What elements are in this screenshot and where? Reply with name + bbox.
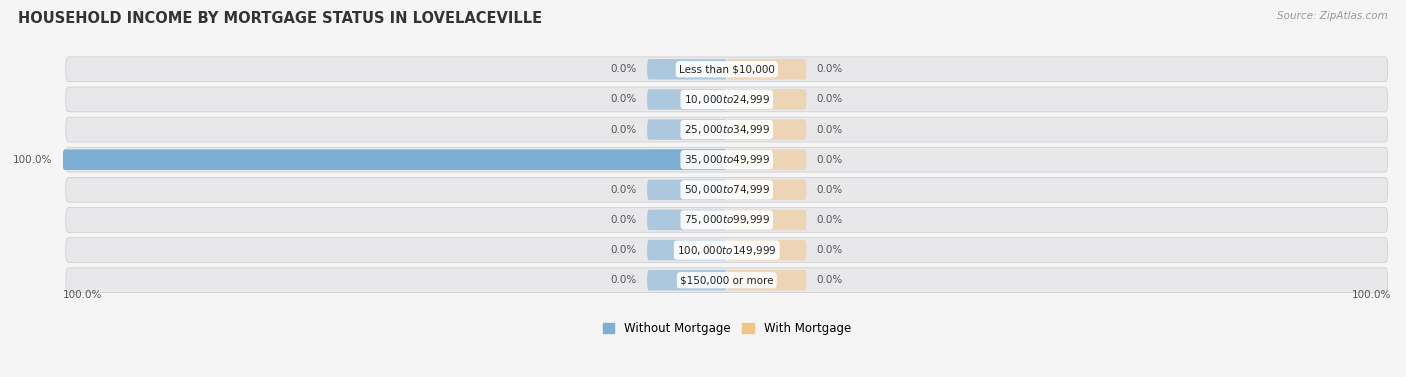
Text: $100,000 to $149,999: $100,000 to $149,999 <box>678 244 776 257</box>
Text: 0.0%: 0.0% <box>817 94 842 104</box>
Text: $35,000 to $49,999: $35,000 to $49,999 <box>683 153 770 166</box>
Text: $50,000 to $74,999: $50,000 to $74,999 <box>683 183 770 196</box>
FancyBboxPatch shape <box>62 149 727 170</box>
Text: 0.0%: 0.0% <box>817 64 842 74</box>
Text: 100.0%: 100.0% <box>62 290 101 300</box>
FancyBboxPatch shape <box>647 210 727 230</box>
Text: HOUSEHOLD INCOME BY MORTGAGE STATUS IN LOVELACEVILLE: HOUSEHOLD INCOME BY MORTGAGE STATUS IN L… <box>18 11 543 26</box>
Text: 0.0%: 0.0% <box>610 94 637 104</box>
Text: 100.0%: 100.0% <box>13 155 52 165</box>
FancyBboxPatch shape <box>647 59 727 80</box>
FancyBboxPatch shape <box>647 89 727 110</box>
FancyBboxPatch shape <box>66 57 1388 82</box>
FancyBboxPatch shape <box>727 210 807 230</box>
FancyBboxPatch shape <box>66 268 1388 293</box>
FancyBboxPatch shape <box>727 179 807 200</box>
Text: 100.0%: 100.0% <box>1351 290 1391 300</box>
FancyBboxPatch shape <box>647 270 727 290</box>
FancyBboxPatch shape <box>647 119 727 140</box>
Text: 0.0%: 0.0% <box>610 275 637 285</box>
FancyBboxPatch shape <box>66 238 1388 262</box>
Text: 0.0%: 0.0% <box>610 245 637 255</box>
FancyBboxPatch shape <box>66 87 1388 112</box>
Text: 0.0%: 0.0% <box>817 155 842 165</box>
Text: 0.0%: 0.0% <box>817 185 842 195</box>
FancyBboxPatch shape <box>647 179 727 200</box>
FancyBboxPatch shape <box>727 89 807 110</box>
Text: Source: ZipAtlas.com: Source: ZipAtlas.com <box>1277 11 1388 21</box>
Text: 0.0%: 0.0% <box>610 124 637 135</box>
FancyBboxPatch shape <box>727 59 807 80</box>
Text: 0.0%: 0.0% <box>610 64 637 74</box>
FancyBboxPatch shape <box>66 147 1388 172</box>
Text: 0.0%: 0.0% <box>817 245 842 255</box>
Text: 0.0%: 0.0% <box>817 215 842 225</box>
FancyBboxPatch shape <box>647 149 727 170</box>
Text: 0.0%: 0.0% <box>610 215 637 225</box>
Text: 0.0%: 0.0% <box>817 124 842 135</box>
FancyBboxPatch shape <box>727 149 807 170</box>
FancyBboxPatch shape <box>66 208 1388 232</box>
FancyBboxPatch shape <box>66 117 1388 142</box>
Text: $25,000 to $34,999: $25,000 to $34,999 <box>683 123 770 136</box>
Text: $10,000 to $24,999: $10,000 to $24,999 <box>683 93 770 106</box>
Text: $75,000 to $99,999: $75,000 to $99,999 <box>683 213 770 227</box>
Legend: Without Mortgage, With Mortgage: Without Mortgage, With Mortgage <box>603 322 851 335</box>
FancyBboxPatch shape <box>647 240 727 261</box>
Text: Less than $10,000: Less than $10,000 <box>679 64 775 74</box>
FancyBboxPatch shape <box>727 270 807 290</box>
FancyBboxPatch shape <box>66 178 1388 202</box>
FancyBboxPatch shape <box>727 119 807 140</box>
Text: 0.0%: 0.0% <box>817 275 842 285</box>
Text: 0.0%: 0.0% <box>610 185 637 195</box>
Text: $150,000 or more: $150,000 or more <box>681 275 773 285</box>
FancyBboxPatch shape <box>727 240 807 261</box>
